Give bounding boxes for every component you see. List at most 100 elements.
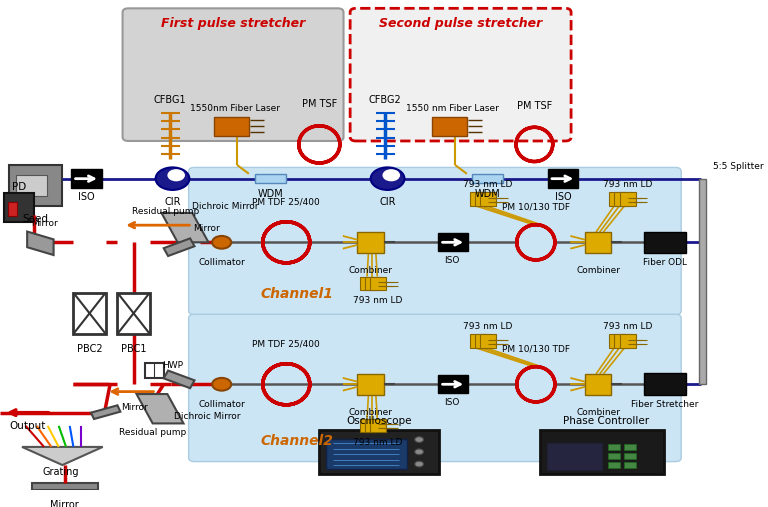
- Text: CFBG1: CFBG1: [154, 95, 187, 105]
- Text: Mirror: Mirror: [194, 224, 220, 233]
- Text: PM TDF 25/400: PM TDF 25/400: [253, 340, 320, 349]
- Bar: [8, 165, 61, 206]
- Polygon shape: [161, 213, 208, 242]
- Bar: [624, 462, 636, 468]
- Circle shape: [383, 170, 399, 180]
- Bar: [620, 192, 636, 206]
- Text: 793 nm LD: 793 nm LD: [353, 438, 402, 447]
- Text: Fiber Stretcher: Fiber Stretcher: [631, 401, 699, 409]
- Text: Seed: Seed: [22, 214, 48, 224]
- Bar: [547, 443, 602, 470]
- Bar: [480, 192, 496, 206]
- Circle shape: [212, 378, 231, 390]
- Circle shape: [168, 170, 184, 180]
- Bar: [620, 334, 636, 348]
- Bar: [359, 277, 376, 291]
- FancyBboxPatch shape: [189, 167, 681, 315]
- Text: ISO: ISO: [444, 257, 459, 265]
- Bar: [614, 192, 631, 206]
- Text: Collimator: Collimator: [198, 259, 245, 267]
- Bar: [214, 118, 249, 136]
- Text: Combiner: Combiner: [349, 408, 392, 417]
- Text: Dichroic Mirror: Dichroic Mirror: [192, 202, 259, 211]
- Text: Fiber ODL: Fiber ODL: [643, 259, 687, 267]
- Text: 1550 nm Fiber Laser: 1550 nm Fiber Laser: [406, 104, 499, 113]
- Text: 793 nm LD: 793 nm LD: [463, 180, 513, 189]
- Bar: [370, 419, 386, 432]
- Text: Mirror: Mirror: [31, 219, 58, 228]
- Text: Second pulse stretcher: Second pulse stretcher: [379, 17, 542, 29]
- Text: Mirror: Mirror: [50, 500, 79, 507]
- Bar: [585, 232, 611, 252]
- Text: Phase Controller: Phase Controller: [562, 416, 649, 426]
- Bar: [609, 192, 625, 206]
- Text: PM TSF: PM TSF: [517, 101, 552, 111]
- Circle shape: [371, 167, 405, 190]
- Bar: [475, 192, 491, 206]
- Bar: [39, 489, 91, 498]
- Circle shape: [156, 167, 190, 190]
- Text: Channel1: Channel1: [261, 286, 334, 301]
- Bar: [256, 174, 286, 183]
- Bar: [609, 334, 625, 348]
- Bar: [475, 334, 491, 348]
- Text: Residual pump: Residual pump: [119, 428, 187, 437]
- Text: Combiner: Combiner: [576, 408, 621, 417]
- Bar: [644, 232, 687, 253]
- Text: Output: Output: [10, 421, 46, 431]
- Text: 793 nm LD: 793 nm LD: [603, 322, 652, 331]
- Bar: [144, 363, 164, 378]
- Text: HWP: HWP: [162, 361, 183, 370]
- Text: PBC2: PBC2: [77, 344, 102, 353]
- Bar: [480, 334, 496, 348]
- Bar: [4, 193, 35, 222]
- Circle shape: [415, 437, 423, 443]
- Text: 5:5 Splitter: 5:5 Splitter: [713, 162, 764, 171]
- Text: PD: PD: [12, 182, 26, 192]
- Text: First pulse stretcher: First pulse stretcher: [161, 17, 305, 29]
- Bar: [16, 175, 47, 196]
- Text: WDM: WDM: [258, 189, 283, 199]
- Text: Residual pump: Residual pump: [131, 207, 199, 216]
- Text: ISO: ISO: [78, 192, 95, 202]
- Bar: [585, 374, 611, 394]
- Text: 793 nm LD: 793 nm LD: [603, 180, 652, 189]
- Bar: [614, 334, 631, 348]
- Bar: [359, 419, 376, 432]
- Bar: [607, 462, 620, 468]
- Text: PM TSF: PM TSF: [302, 99, 337, 110]
- Polygon shape: [137, 394, 184, 423]
- Bar: [319, 430, 439, 474]
- Text: Dichroic Mirror: Dichroic Mirror: [174, 412, 241, 421]
- Bar: [439, 234, 468, 251]
- Text: ISO: ISO: [554, 192, 571, 202]
- Bar: [370, 277, 386, 291]
- Circle shape: [415, 449, 423, 455]
- Polygon shape: [164, 371, 194, 388]
- Text: Combiner: Combiner: [576, 266, 621, 275]
- Bar: [607, 445, 620, 450]
- Bar: [74, 293, 106, 334]
- Text: Grating: Grating: [43, 467, 79, 478]
- Text: 793 nm LD: 793 nm LD: [463, 322, 513, 331]
- Bar: [624, 445, 636, 450]
- Text: 793 nm LD: 793 nm LD: [353, 296, 402, 305]
- Bar: [365, 419, 381, 432]
- Polygon shape: [164, 238, 194, 256]
- Circle shape: [415, 461, 423, 467]
- Polygon shape: [27, 232, 54, 255]
- Text: WDM: WDM: [475, 189, 500, 199]
- Text: CIR: CIR: [379, 197, 396, 207]
- Bar: [365, 277, 381, 291]
- Bar: [699, 178, 706, 384]
- Text: Combiner: Combiner: [349, 266, 392, 275]
- Bar: [31, 483, 98, 489]
- Text: Channel2: Channel2: [261, 433, 334, 448]
- Text: PBC1: PBC1: [121, 344, 147, 353]
- Bar: [8, 202, 17, 216]
- Text: Oscilloscope: Oscilloscope: [346, 416, 412, 426]
- FancyBboxPatch shape: [350, 8, 571, 141]
- Text: ISO: ISO: [444, 399, 459, 407]
- Text: CFBG2: CFBG2: [369, 95, 402, 105]
- Text: 1550nm Fiber Laser: 1550nm Fiber Laser: [190, 104, 280, 113]
